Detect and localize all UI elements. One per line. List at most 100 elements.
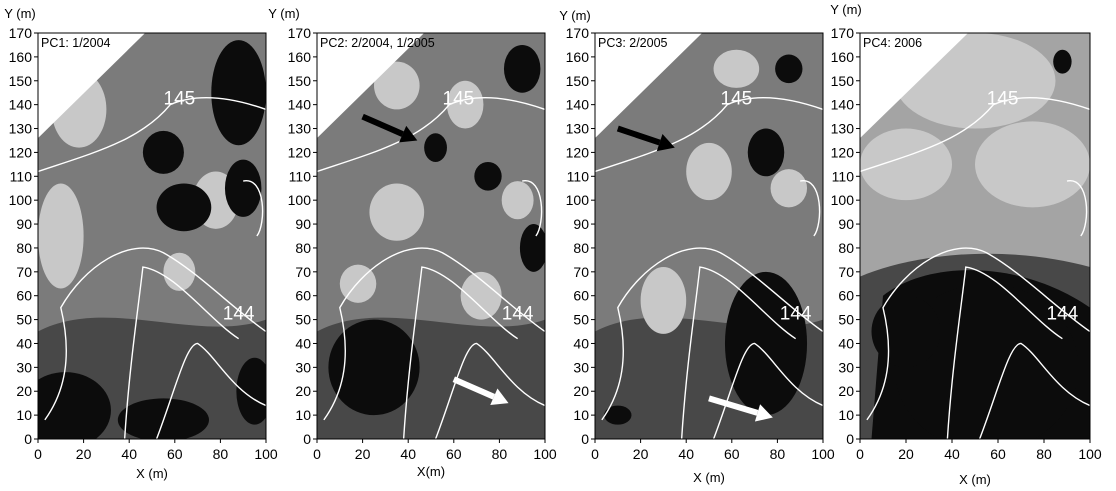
zone-10 bbox=[474, 161, 502, 191]
zone-4 bbox=[640, 267, 687, 334]
zone-6 bbox=[142, 130, 184, 174]
y-tick-label: 90 bbox=[295, 216, 311, 232]
zone-9 bbox=[519, 224, 545, 272]
x-tick-label: 100 bbox=[1078, 446, 1102, 462]
contour-144-outer bbox=[866, 247, 1090, 421]
unmapped-area bbox=[38, 33, 146, 139]
y-tick-label: 0 bbox=[581, 431, 589, 447]
zone-6 bbox=[724, 271, 808, 416]
panel-4: 145 144 PC4: 2006 0 10 20 30 40 50 60 70 80 90 100 110… bbox=[830, 2, 1102, 487]
panel-title: PC3: 2/2005 bbox=[598, 36, 668, 50]
y-tick-label: 120 bbox=[288, 144, 312, 160]
zone-2 bbox=[38, 183, 84, 289]
y-tick-label: 150 bbox=[288, 73, 312, 89]
x-axis-label: X (m) bbox=[136, 466, 168, 481]
x-tick-label: 80 bbox=[1036, 446, 1052, 462]
y-tick-label: 130 bbox=[831, 121, 855, 137]
panel-1: 145 144 PC1: 1/2004 0 10 20 30 40 50 60 70 80 90 100 1… bbox=[4, 6, 278, 481]
x-axis-label: X (m) bbox=[693, 470, 725, 485]
y-tick-label: 140 bbox=[288, 97, 312, 113]
zone-8 bbox=[224, 159, 262, 217]
x-tick-label: 80 bbox=[213, 446, 229, 462]
unmapped-area bbox=[595, 33, 703, 139]
plot-area bbox=[860, 33, 1090, 439]
y-tick-label: 110 bbox=[567, 168, 590, 184]
y-tick-label: 100 bbox=[288, 192, 312, 208]
panel-title: PC1: 1/2004 bbox=[41, 36, 111, 50]
plot-frame bbox=[859, 32, 1091, 440]
y-tick-label: 170 bbox=[566, 25, 590, 41]
contour-label-144: 144 bbox=[502, 304, 534, 325]
arrow-white-shaft bbox=[708, 395, 759, 416]
x-tick-label: 100 bbox=[811, 446, 835, 462]
y-tick-label: 170 bbox=[9, 25, 33, 41]
y-tick-label: 0 bbox=[24, 431, 32, 447]
y-tick-label: 90 bbox=[838, 216, 854, 232]
y-tick-label: 70 bbox=[838, 264, 854, 280]
y-tick-label: 60 bbox=[838, 288, 854, 304]
panel-title: PC2: 2/2004, 1/2005 bbox=[320, 36, 435, 50]
contour-right bbox=[243, 180, 264, 237]
contour-144-outer bbox=[44, 247, 266, 421]
zone-5 bbox=[871, 295, 941, 368]
x-axis-label: X(m) bbox=[417, 464, 445, 479]
arrow-white-head bbox=[490, 388, 509, 406]
y-tick-label: 100 bbox=[831, 192, 855, 208]
zone-4 bbox=[460, 271, 502, 320]
y-tick-label: 150 bbox=[566, 73, 590, 89]
plot-frame bbox=[594, 32, 824, 440]
y-tick-label: 140 bbox=[566, 97, 590, 113]
y-tick-label: 120 bbox=[9, 144, 33, 160]
y-tick-label: 80 bbox=[295, 240, 311, 256]
y-axis-label: Y (m) bbox=[830, 2, 862, 17]
contour-145 bbox=[38, 97, 266, 173]
x-tick-label: 20 bbox=[355, 446, 371, 462]
zone-9 bbox=[38, 372, 111, 439]
y-tick-label: 60 bbox=[16, 288, 32, 304]
y-tick-label: 150 bbox=[831, 73, 855, 89]
y-tick-label: 160 bbox=[566, 49, 590, 65]
y-tick-label: 10 bbox=[16, 407, 32, 423]
x-tick-label: 40 bbox=[400, 446, 416, 462]
x-tick-label: 100 bbox=[254, 446, 278, 462]
y-tick-label: 160 bbox=[9, 49, 33, 65]
y-tick-label: 30 bbox=[838, 359, 854, 375]
y-axis-label: Y (m) bbox=[559, 8, 591, 23]
arrow-white-head bbox=[754, 404, 773, 422]
zone-3 bbox=[446, 80, 484, 129]
y-tick-label: 110 bbox=[832, 168, 855, 184]
y-tick-label: 10 bbox=[838, 407, 854, 423]
unmapped-area bbox=[317, 33, 425, 139]
y-tick-label: 80 bbox=[838, 240, 854, 256]
plot-area bbox=[595, 33, 823, 439]
y-tick-label: 160 bbox=[831, 49, 855, 65]
contour-144-inner bbox=[946, 266, 1063, 439]
plot-frame bbox=[37, 32, 267, 440]
y-tick-label: 60 bbox=[573, 288, 589, 304]
contour-right bbox=[522, 180, 543, 237]
contour-right bbox=[800, 180, 821, 237]
y-tick-label: 80 bbox=[573, 240, 589, 256]
y-tick-label: 0 bbox=[303, 431, 311, 447]
zone-4 bbox=[163, 252, 196, 291]
y-tick-label: 150 bbox=[9, 73, 33, 89]
y-tick-label: 50 bbox=[295, 312, 311, 328]
x-tick-label: 40 bbox=[678, 446, 694, 462]
y-tick-label: 70 bbox=[295, 264, 311, 280]
plot-area bbox=[38, 33, 266, 439]
y-tick-label: 80 bbox=[16, 240, 32, 256]
x-tick-label: 20 bbox=[76, 446, 92, 462]
zone-1 bbox=[713, 49, 760, 88]
y-tick-label: 160 bbox=[288, 49, 312, 65]
panel-title: PC4: 2006 bbox=[863, 36, 922, 50]
y-tick-label: 20 bbox=[295, 383, 311, 399]
zone-8 bbox=[775, 54, 803, 84]
y-tick-label: 40 bbox=[838, 335, 854, 351]
y-tick-label: 40 bbox=[573, 335, 589, 351]
y-tick-label: 140 bbox=[9, 97, 33, 113]
y-tick-label: 70 bbox=[573, 264, 589, 280]
y-tick-label: 40 bbox=[295, 335, 311, 351]
zone-2 bbox=[686, 142, 732, 201]
x-tick-label: 60 bbox=[724, 446, 740, 462]
zone-11 bbox=[328, 319, 420, 416]
